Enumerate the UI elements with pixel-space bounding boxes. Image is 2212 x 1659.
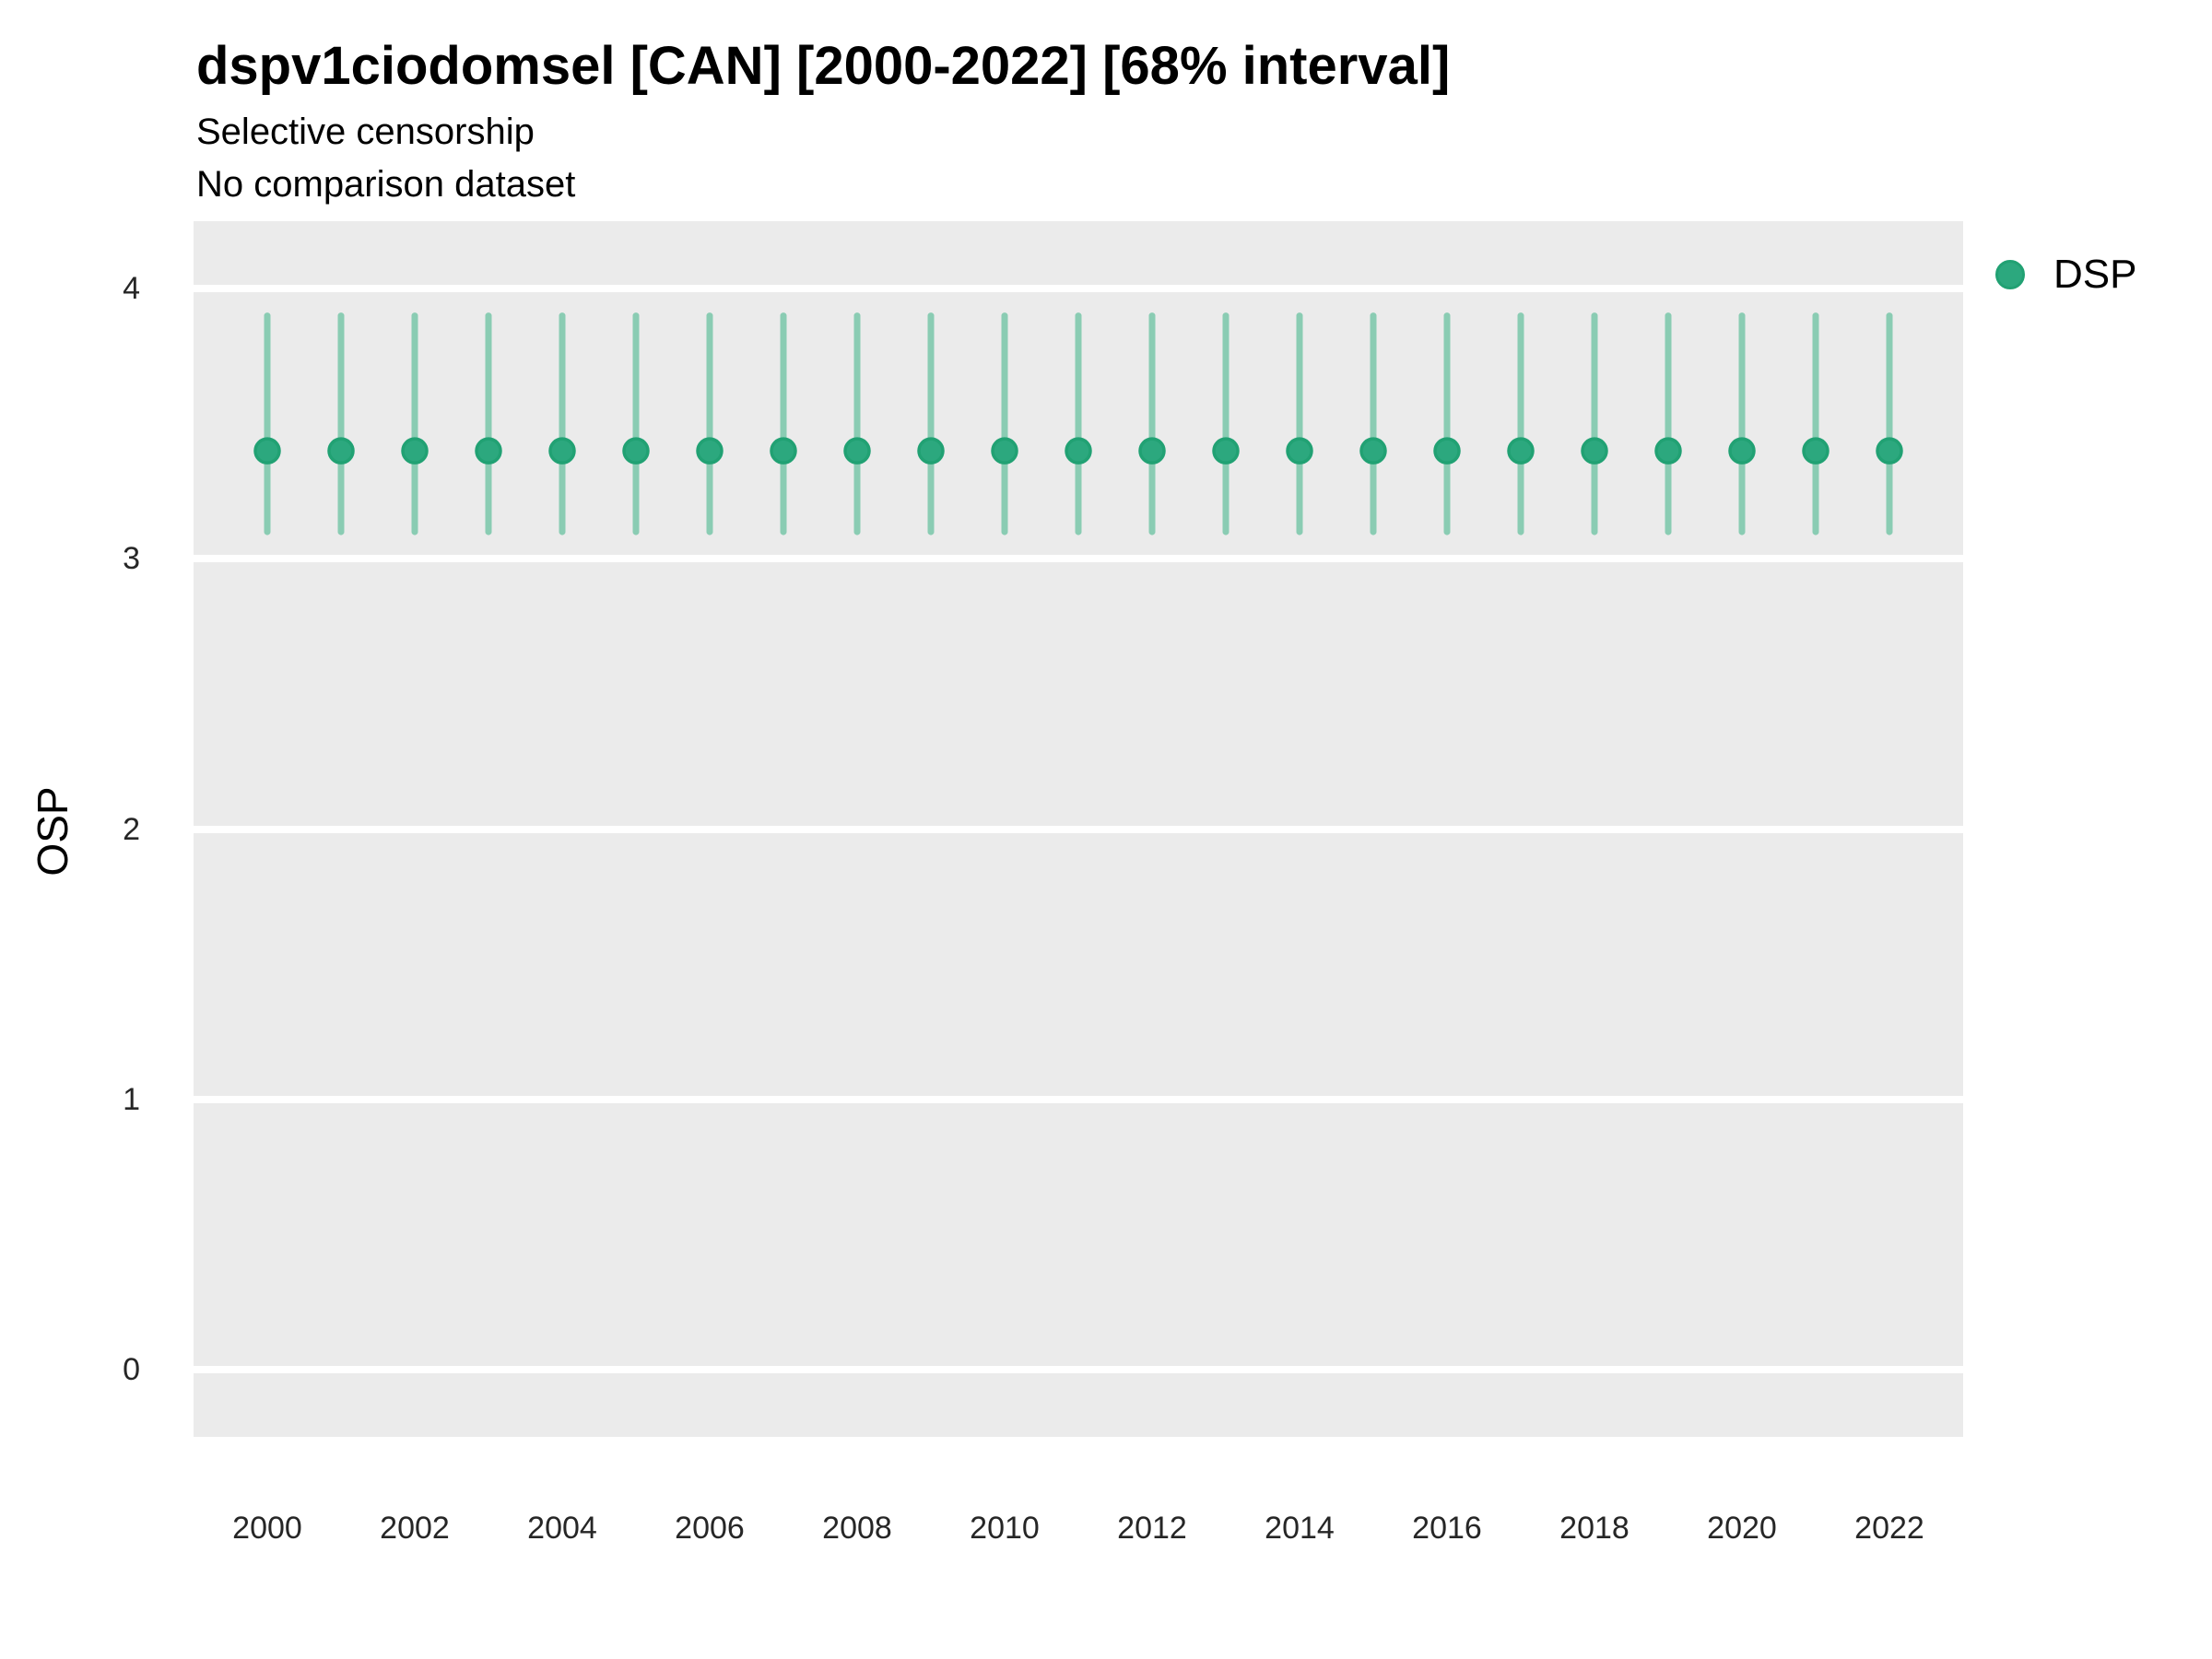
data-point-2008	[843, 437, 871, 465]
data-point-2013	[1212, 437, 1240, 465]
x-tick-label-2022: 2022	[1854, 1511, 1924, 1546]
chart-title: dspv1ciodomsel [CAN] [2000-2022] [68% in…	[196, 36, 1451, 96]
data-point-2018	[1581, 437, 1608, 465]
x-tick-label-2004: 2004	[527, 1511, 597, 1546]
data-point-2022	[1876, 437, 1903, 465]
x-tick-label-2020: 2020	[1707, 1511, 1777, 1546]
x-tick-label-2012: 2012	[1117, 1511, 1187, 1546]
major-gridline-y3	[194, 555, 1963, 563]
data-point-2014	[1286, 437, 1313, 465]
data-point-2000	[253, 437, 281, 465]
data-point-2021	[1802, 437, 1830, 465]
data-point-2004	[548, 437, 576, 465]
chart-subtitle-line2: No comparison dataset	[196, 164, 576, 205]
y-tick-label-3: 3	[123, 541, 140, 577]
x-tick-label-2010: 2010	[970, 1511, 1040, 1546]
data-point-2017	[1507, 437, 1535, 465]
x-tick-label-2008: 2008	[822, 1511, 892, 1546]
legend-label: DSP	[2053, 252, 2137, 297]
data-point-2011	[1065, 437, 1092, 465]
data-marks-layer	[253, 312, 1903, 535]
x-tick-label-2002: 2002	[380, 1511, 450, 1546]
data-point-2016	[1433, 437, 1461, 465]
x-tick-label-2006: 2006	[675, 1511, 745, 1546]
legend-key-dot-icon	[1995, 260, 2025, 289]
major-gridline-y1	[194, 1095, 1963, 1103]
plot-panel	[194, 221, 1963, 1437]
data-point-2001	[327, 437, 355, 465]
data-point-2005	[622, 437, 650, 465]
x-tick-label-2018: 2018	[1559, 1511, 1630, 1546]
data-point-2020	[1728, 437, 1756, 465]
x-tick-label-2016: 2016	[1412, 1511, 1482, 1546]
x-tick-label-2014: 2014	[1265, 1511, 1335, 1546]
data-point-2007	[770, 437, 797, 465]
chart-subtitle-line1: Selective censorship	[196, 112, 535, 152]
data-point-2019	[1654, 437, 1682, 465]
data-point-2003	[475, 437, 502, 465]
y-tick-label-0: 0	[123, 1351, 140, 1387]
major-gridline-y2	[194, 825, 1963, 833]
data-point-2012	[1138, 437, 1166, 465]
data-point-2009	[917, 437, 945, 465]
data-point-2015	[1359, 437, 1387, 465]
data-point-2002	[401, 437, 429, 465]
y-tick-label-1: 1	[123, 1081, 140, 1117]
major-gridline-y4	[194, 285, 1963, 293]
y-tick-label-2: 2	[123, 811, 140, 847]
data-point-2006	[696, 437, 724, 465]
data-point-2010	[991, 437, 1018, 465]
y-tick-label-4: 4	[123, 271, 140, 307]
major-gridline-y0	[194, 1365, 1963, 1373]
x-tick-label-2000: 2000	[232, 1511, 302, 1546]
